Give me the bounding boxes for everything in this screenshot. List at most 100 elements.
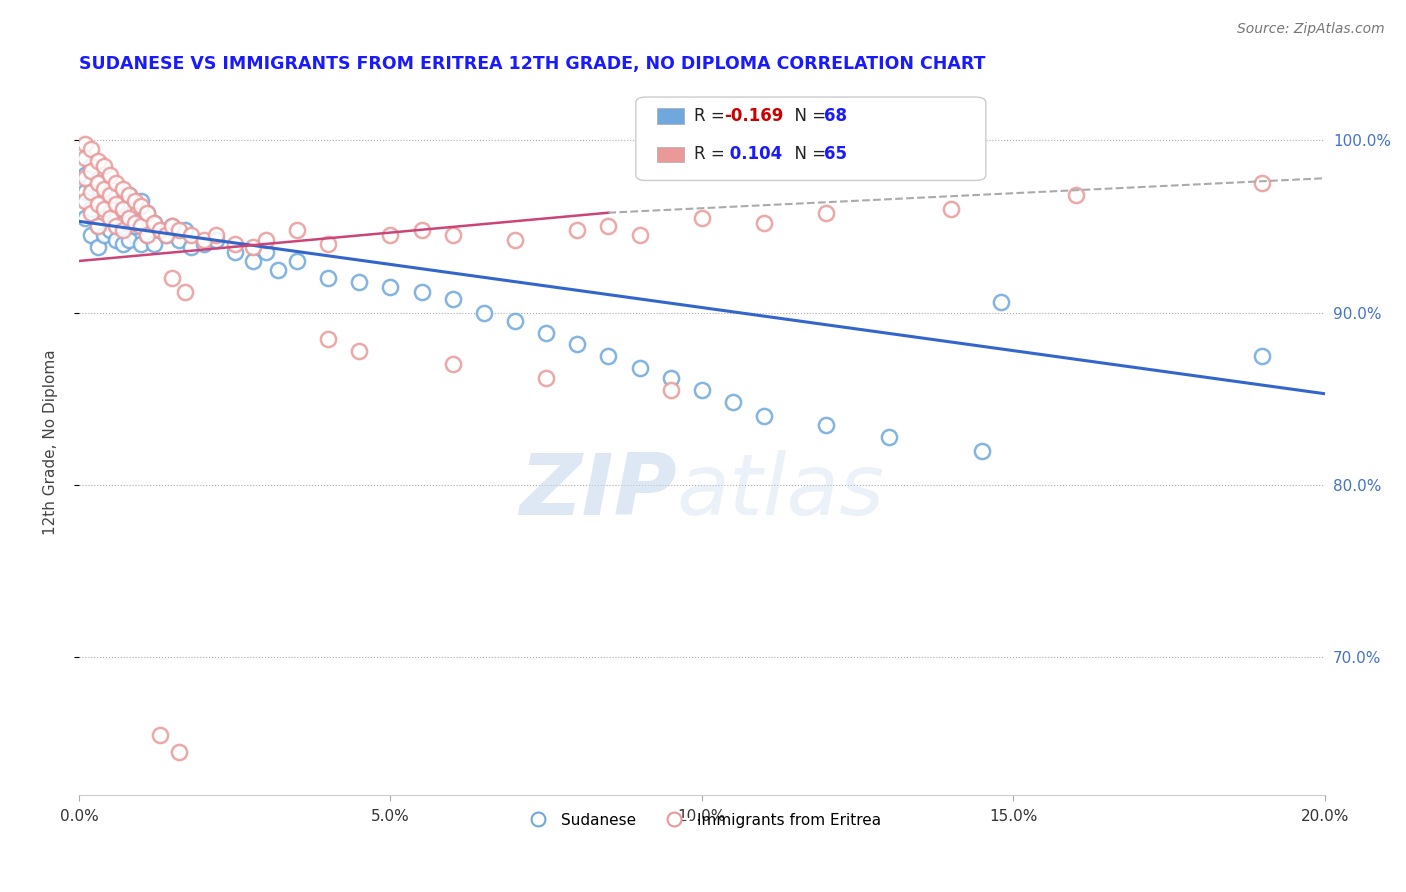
Point: [75, 136, 97, 151]
Point: [86, 194, 108, 208]
Point: [534, 326, 557, 341]
Point: [129, 216, 152, 230]
FancyBboxPatch shape: [657, 146, 685, 162]
Point: [111, 236, 134, 251]
Point: [86, 197, 108, 211]
Point: [86, 177, 108, 191]
Point: [98, 211, 121, 225]
Text: 68: 68: [824, 107, 846, 125]
Point: [80, 177, 103, 191]
Point: [93, 205, 115, 219]
Point: [1251, 177, 1274, 191]
Point: [162, 271, 184, 285]
Point: [534, 371, 557, 385]
Point: [316, 236, 339, 251]
Point: [254, 233, 277, 247]
FancyBboxPatch shape: [657, 108, 685, 124]
Point: [149, 223, 172, 237]
Point: [690, 384, 713, 398]
Point: [205, 233, 228, 247]
Point: [142, 216, 165, 230]
Point: [167, 233, 190, 247]
Point: [80, 228, 103, 243]
Point: [224, 236, 246, 251]
Text: R =: R =: [695, 145, 730, 163]
Point: [118, 211, 141, 225]
Point: [118, 211, 141, 225]
Point: [173, 223, 195, 237]
Point: [380, 228, 402, 243]
Text: N =: N =: [785, 107, 831, 125]
Point: [111, 202, 134, 217]
Point: [441, 358, 464, 372]
Text: atlas: atlas: [676, 450, 884, 533]
Point: [105, 177, 128, 191]
Point: [162, 219, 184, 234]
Point: [118, 188, 141, 202]
Point: [690, 211, 713, 225]
Point: [349, 275, 371, 289]
Point: [86, 240, 108, 254]
Point: [111, 223, 134, 237]
Text: -0.169: -0.169: [724, 107, 783, 125]
Point: [205, 228, 228, 243]
Text: Source: ZipAtlas.com: Source: ZipAtlas.com: [1237, 22, 1385, 37]
Point: [254, 245, 277, 260]
Point: [93, 228, 115, 243]
Point: [142, 216, 165, 230]
Point: [80, 159, 103, 173]
Point: [129, 236, 152, 251]
Point: [118, 233, 141, 247]
Point: [149, 728, 172, 742]
Point: [598, 219, 620, 234]
Point: [285, 223, 308, 237]
Point: [75, 151, 97, 165]
Point: [659, 371, 682, 385]
Point: [877, 430, 900, 444]
Point: [1064, 188, 1087, 202]
Point: [80, 164, 103, 178]
Point: [242, 254, 264, 268]
Point: [86, 153, 108, 168]
Point: [98, 168, 121, 182]
Point: [93, 202, 115, 217]
Point: [162, 219, 184, 234]
Point: [503, 233, 526, 247]
Point: [349, 343, 371, 358]
Text: R =: R =: [695, 107, 730, 125]
Text: SUDANESE VS IMMIGRANTS FROM ERITREA 12TH GRADE, NO DIPLOMA CORRELATION CHART: SUDANESE VS IMMIGRANTS FROM ERITREA 12TH…: [79, 55, 986, 73]
Point: [129, 199, 152, 213]
Point: [80, 205, 103, 219]
Point: [124, 194, 146, 208]
Point: [93, 185, 115, 199]
Text: 0.104: 0.104: [724, 145, 783, 163]
Legend: Sudanese, Immigrants from Eritrea: Sudanese, Immigrants from Eritrea: [516, 806, 887, 834]
Point: [98, 181, 121, 195]
Point: [721, 395, 744, 409]
Point: [267, 262, 290, 277]
Point: [118, 188, 141, 202]
Point: [990, 295, 1012, 310]
Point: [180, 240, 202, 254]
Text: 65: 65: [824, 145, 846, 163]
Point: [567, 336, 589, 351]
Point: [129, 194, 152, 208]
Point: [136, 205, 159, 219]
Point: [815, 417, 838, 432]
Point: [628, 228, 651, 243]
Point: [98, 188, 121, 202]
Point: [124, 199, 146, 213]
Point: [285, 254, 308, 268]
Point: [155, 228, 177, 243]
Point: [105, 197, 128, 211]
Point: [316, 332, 339, 346]
Point: [105, 188, 128, 202]
Point: [752, 216, 775, 230]
Point: [441, 292, 464, 306]
Point: [441, 228, 464, 243]
Point: [598, 349, 620, 363]
Point: [75, 185, 97, 199]
Point: [815, 205, 838, 219]
Point: [472, 306, 495, 320]
Point: [80, 142, 103, 156]
